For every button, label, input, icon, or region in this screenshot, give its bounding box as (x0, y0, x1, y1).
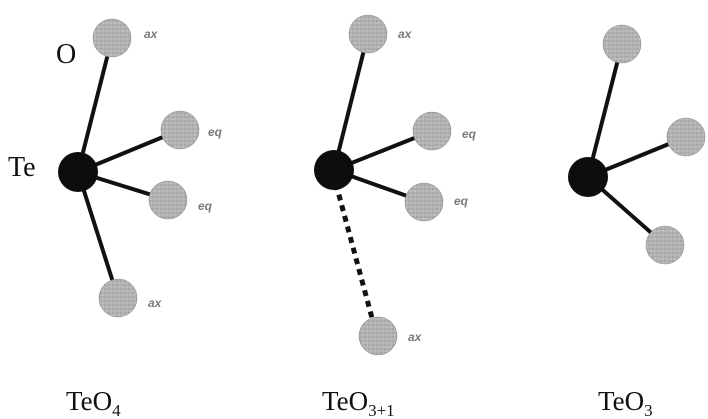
teo3plus1-unit: ax eq eq ax TeO3+1 (314, 14, 477, 419)
formula-subscript: 3+1 (368, 401, 395, 419)
tellurium-atom (314, 150, 354, 190)
formula-subscript: 3 (644, 401, 653, 419)
bond-ax-top (332, 32, 370, 172)
formula-teo4: TeO4 (66, 386, 121, 419)
oxygen-atom-top (602, 24, 642, 64)
eq-label-upper: eq (208, 125, 223, 139)
formula-base: TeO (66, 386, 112, 416)
formula-teo3plus1: TeO3+1 (322, 386, 395, 419)
ax-label-bottom: ax (148, 296, 163, 310)
ax-label-top: ax (398, 27, 413, 41)
oxygen-atom-eq-lower (404, 182, 444, 222)
oxygen-atom-ax-top (348, 14, 388, 54)
eq-label-upper: eq (462, 127, 477, 141)
bond-ax-bottom-dashed (333, 183, 375, 319)
tellurium-atom (58, 152, 98, 192)
oxygen-atom-eq-lower (148, 180, 188, 220)
eq-label-lower: eq (454, 194, 469, 208)
oxygen-atom-ax-bottom (358, 316, 398, 356)
ax-label-top: ax (144, 27, 159, 41)
formula-base: TeO (598, 386, 644, 416)
formula-teo3: TeO3 (598, 386, 653, 419)
formula-subscript: 4 (112, 401, 121, 419)
bond-ax-top (76, 36, 114, 174)
bond-top (586, 42, 624, 179)
teo3-unit: TeO3 (568, 24, 706, 419)
oxygen-atom-eq-upper (160, 110, 200, 150)
oxygen-atom-ax-bottom (98, 278, 138, 318)
tellurium-label: Te (8, 152, 36, 183)
oxygen-label: O (56, 39, 76, 70)
formula-base: TeO (322, 386, 368, 416)
teo4-unit: O Te ax eq eq ax TeO4 (8, 18, 223, 419)
tellurium-atom (568, 157, 608, 197)
bond-ax-bottom (76, 170, 120, 300)
oxygen-atom-bottom (645, 225, 685, 265)
ax-label-bottom: ax (408, 330, 423, 344)
oxygen-atom-right (666, 117, 706, 157)
oxygen-atom-ax-top (92, 18, 132, 58)
oxygen-atom-eq-upper (412, 111, 452, 151)
eq-label-lower: eq (198, 199, 213, 213)
